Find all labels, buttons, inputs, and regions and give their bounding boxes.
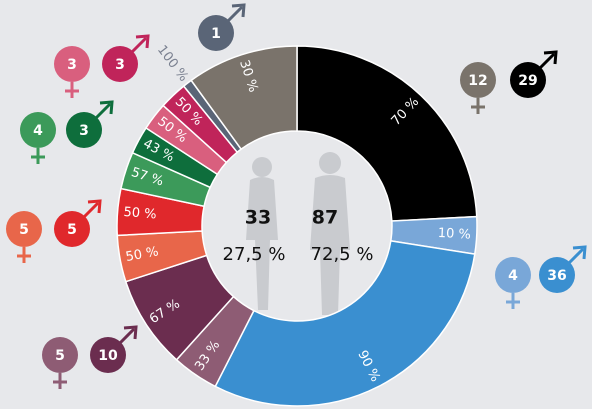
badge-count: 3 bbox=[67, 57, 77, 73]
badge-count: 12 bbox=[468, 73, 487, 89]
badge-count: 5 bbox=[67, 222, 77, 238]
badge-count: 1 bbox=[211, 26, 221, 42]
badge-count: 10 bbox=[98, 348, 118, 364]
badge-count: 29 bbox=[518, 73, 537, 89]
badge-count: 3 bbox=[79, 123, 89, 139]
badge-count: 4 bbox=[33, 123, 43, 139]
badge-count: 5 bbox=[19, 222, 29, 238]
badge-count: 4 bbox=[508, 268, 518, 284]
badge-count: 36 bbox=[547, 268, 566, 284]
female-share: 27,5 % bbox=[223, 244, 286, 265]
badge-count: 5 bbox=[55, 348, 65, 364]
badge-count: 3 bbox=[115, 57, 125, 73]
male-share: 72,5 % bbox=[311, 244, 374, 265]
chart: 70 %10 %90 %33 %67 %50 %50 %57 %43 %50 %… bbox=[0, 0, 592, 409]
share-label: 10 % bbox=[437, 226, 471, 243]
share-label: 50 % bbox=[123, 205, 157, 223]
male-total: 87 bbox=[312, 207, 338, 229]
female-total: 33 bbox=[245, 207, 271, 229]
